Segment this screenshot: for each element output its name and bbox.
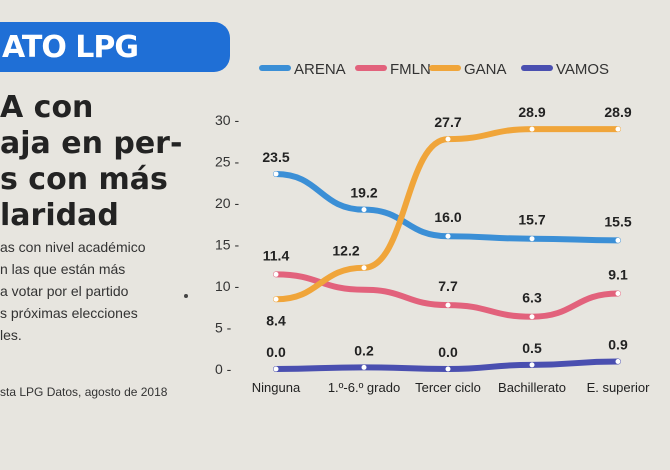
data-point — [529, 236, 535, 242]
y-tick-label: 20 - — [215, 195, 239, 211]
data-point — [529, 362, 535, 368]
headline-line: laridad — [0, 198, 119, 233]
body-line: n las que están más — [0, 261, 126, 277]
data-label: 19.2 — [350, 185, 377, 201]
body-line: as con nivel académico — [0, 239, 146, 255]
x-category-label: 1.º-6.º grado — [328, 380, 400, 395]
legend-label: VAMOS — [556, 61, 609, 78]
y-tick-label: 5 - — [215, 320, 232, 336]
series-line-arena — [273, 170, 621, 244]
body-text: as con nivel académico n las que están m… — [0, 236, 200, 346]
series-line-gana — [273, 126, 621, 303]
legend-label: FMLN — [390, 61, 431, 78]
data-point — [273, 271, 279, 277]
bullet-dot — [184, 294, 188, 298]
x-category-label: Ninguna — [252, 380, 301, 395]
data-label: 16.0 — [434, 209, 461, 225]
data-point — [445, 302, 451, 308]
data-label: 9.1 — [608, 266, 628, 282]
data-label: 7.7 — [438, 278, 458, 294]
y-tick-label: 25 - — [215, 154, 239, 170]
data-point — [445, 233, 451, 239]
x-category-label: E. superior — [587, 380, 651, 395]
data-label: 28.9 — [604, 104, 631, 120]
data-point — [273, 296, 279, 302]
data-point — [529, 314, 535, 320]
data-label: 0.9 — [608, 337, 628, 353]
legend-label: GANA — [464, 61, 507, 78]
data-label: 6.3 — [522, 290, 542, 306]
data-label: 0.0 — [266, 344, 286, 360]
data-label: 8.4 — [266, 312, 286, 328]
body-line: s próximas elecciones — [0, 305, 138, 321]
data-label: 0.5 — [522, 340, 542, 356]
data-label: 12.2 — [332, 243, 359, 259]
source-note: sta LPG Datos, agosto de 2018 — [0, 385, 168, 399]
data-point — [445, 136, 451, 142]
data-point — [361, 207, 367, 213]
headline-line: A con — [0, 90, 94, 125]
headline: A con aja en per- s con más laridad — [0, 90, 200, 234]
data-point — [615, 237, 621, 243]
data-label: 28.9 — [518, 104, 545, 120]
headline-line: aja en per- — [0, 126, 183, 161]
y-tick-label: 0 - — [215, 361, 232, 377]
data-point — [615, 290, 621, 296]
body-line: les. — [0, 327, 22, 343]
data-point — [529, 126, 535, 132]
data-point — [273, 366, 279, 372]
data-label: 15.7 — [518, 212, 545, 228]
data-label: 0.0 — [438, 344, 458, 360]
data-label: 23.5 — [262, 149, 289, 165]
headline-line: s con más — [0, 162, 168, 197]
section-banner: ATO LPG — [0, 22, 230, 72]
data-label: 15.5 — [604, 213, 631, 229]
y-tick-label: 10 - — [215, 278, 239, 294]
data-point — [361, 364, 367, 370]
data-point — [273, 171, 279, 177]
y-tick-label: 30 - — [215, 112, 239, 128]
x-category-label: Tercer ciclo — [415, 380, 481, 395]
legend-label: ARENA — [294, 61, 346, 78]
banner-title: ATO LPG — [2, 30, 139, 65]
x-category-label: Bachillerato — [498, 380, 566, 395]
data-point — [615, 359, 621, 365]
data-point — [615, 126, 621, 132]
data-label: 11.4 — [263, 247, 290, 263]
body-line: a votar por el partido — [0, 283, 129, 299]
data-point — [361, 265, 367, 271]
data-label: 0.2 — [354, 342, 374, 358]
data-label: 27.7 — [434, 114, 461, 130]
data-point — [445, 366, 451, 372]
y-tick-label: 15 - — [215, 237, 239, 253]
